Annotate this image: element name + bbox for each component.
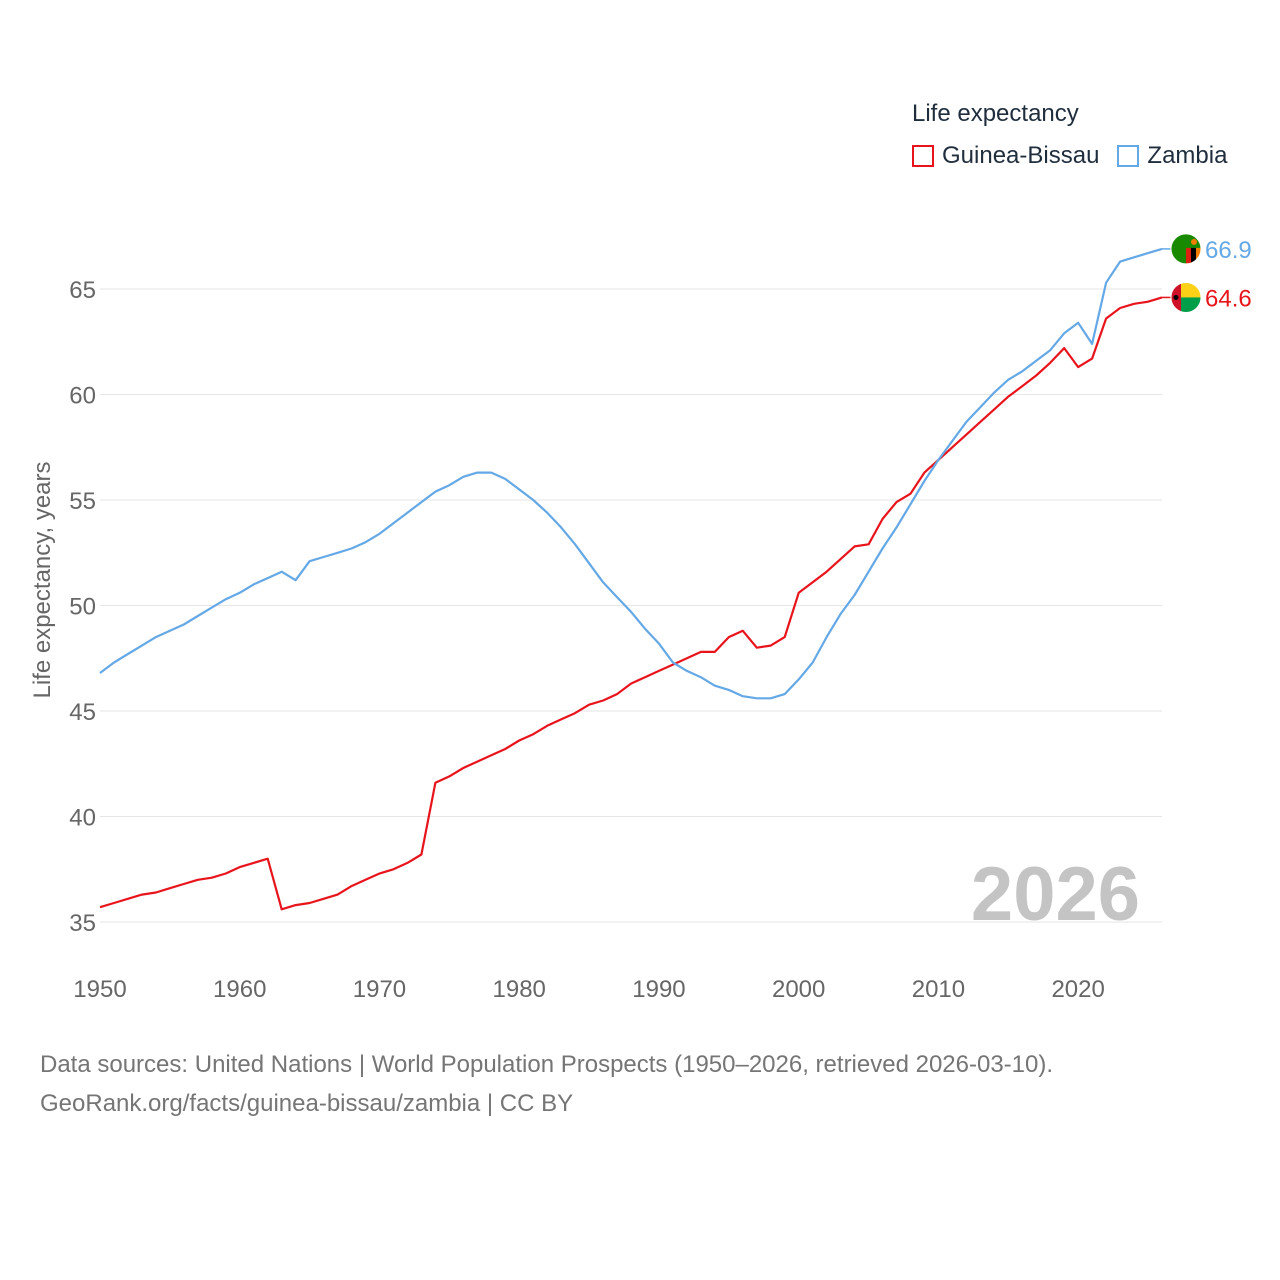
x-tick-label: 1990 [632, 976, 685, 1003]
series-end-markers: 64.6 66.9 [1162, 233, 1252, 313]
y-axis-label: Life expectancy, years [29, 461, 56, 698]
end-value-label-zambia: 66.9 [1205, 237, 1252, 264]
legend-swatch-zambia [1117, 145, 1140, 167]
series-line-guinea-bissau [99, 296, 1163, 911]
y-tick-label: 55 [69, 488, 96, 515]
x-tick-label: 2020 [1051, 976, 1104, 1003]
end-value-label-guinea-bissau: 64.6 [1205, 285, 1252, 312]
footer: Data sources: United Nations | World Pop… [40, 1045, 1053, 1123]
year-watermark: 2026 [971, 852, 1140, 937]
legend-item-guinea-bissau[interactable]: Guinea-Bissau [912, 142, 1099, 170]
legend-label-zambia: Zambia [1147, 142, 1228, 169]
y-tick-label: 40 [69, 805, 96, 832]
y-tick-label: 35 [69, 910, 96, 937]
x-tick-label: 1980 [493, 976, 546, 1003]
x-tick-label: 1960 [213, 976, 266, 1003]
footer-sources: Data sources: United Nations | World Pop… [40, 1051, 1054, 1078]
y-axis-ticks: 35 40 45 50 55 60 65 [69, 277, 96, 937]
x-tick-label: 1950 [73, 976, 126, 1003]
flag-icon-guinea-bissau [1170, 281, 1202, 313]
grid-lines [100, 288, 1162, 923]
legend: Guinea-Bissau Zambia [912, 142, 1245, 170]
y-tick-label: 45 [69, 699, 96, 726]
legend-title: Life expectancy [912, 100, 1079, 127]
y-tick-label: 50 [69, 594, 96, 621]
x-tick-label: 2000 [772, 976, 825, 1003]
x-tick-label: 2010 [912, 976, 965, 1003]
legend-label-guinea-bissau: Guinea-Bissau [942, 142, 1100, 169]
flag-icon-zambia [1170, 233, 1202, 265]
x-axis-ticks: 1950 1960 1970 1980 1990 2000 2010 2020 [73, 976, 1105, 1003]
x-tick-label: 1970 [353, 976, 406, 1003]
footer-link[interactable]: GeoRank.org/facts/guinea-bissau/zambia |… [40, 1090, 574, 1117]
y-tick-label: 60 [69, 383, 96, 410]
y-tick-label: 65 [69, 277, 96, 304]
series-line-zambia [99, 247, 1163, 700]
series-lines [99, 247, 1163, 911]
legend-item-zambia[interactable]: Zambia [1117, 142, 1227, 170]
legend-swatch-guinea-bissau [912, 145, 934, 167]
